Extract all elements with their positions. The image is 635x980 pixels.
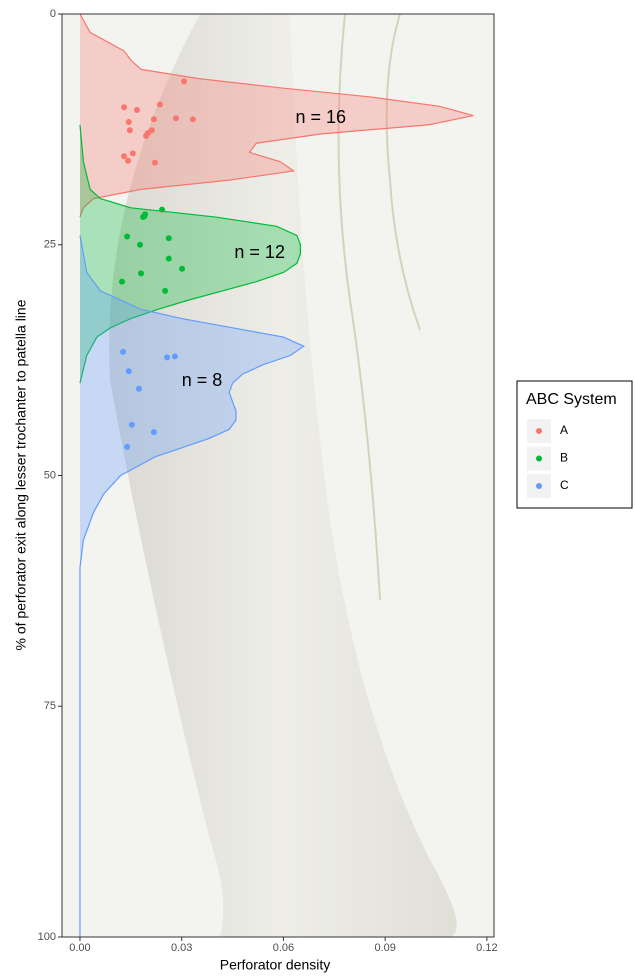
y-tick-label: 0 — [50, 8, 56, 20]
data-point — [136, 386, 142, 392]
data-point — [172, 353, 178, 359]
y-tick-label: 50 — [44, 469, 56, 481]
annotation: n = 16 — [295, 107, 346, 127]
data-point — [164, 354, 170, 360]
legend-label: B — [560, 451, 568, 465]
x-tick-label: 0.12 — [476, 942, 497, 954]
data-point — [141, 213, 147, 219]
data-point — [173, 115, 179, 121]
y-axis-title: % of perforator exit along lesser trocha… — [13, 299, 29, 650]
legend-marker — [536, 428, 542, 434]
data-point — [190, 116, 196, 122]
data-point — [152, 160, 158, 166]
data-point — [124, 233, 130, 239]
data-point — [121, 153, 127, 159]
data-point — [129, 422, 135, 428]
data-point — [138, 270, 144, 276]
data-point — [119, 279, 125, 285]
data-point — [157, 101, 163, 107]
data-point — [137, 242, 143, 248]
y-tick-label: 75 — [44, 700, 56, 712]
x-tick-label: 0.00 — [69, 942, 90, 954]
data-point — [126, 368, 132, 374]
y-tick-label: 25 — [44, 239, 56, 251]
y-tick-label: 100 — [38, 931, 56, 943]
data-point — [126, 119, 132, 125]
data-point — [134, 107, 140, 113]
legend-marker — [536, 483, 542, 489]
legend-title: ABC System — [526, 391, 617, 408]
data-point — [162, 288, 168, 294]
legend: ABC System ABC — [517, 381, 632, 508]
data-point — [127, 127, 133, 133]
data-point — [166, 235, 172, 241]
data-point — [121, 104, 127, 110]
data-point — [151, 429, 157, 435]
data-point — [120, 349, 126, 355]
data-point — [125, 158, 131, 164]
legend-label: A — [560, 423, 568, 437]
annotation: n = 8 — [182, 370, 223, 390]
data-point — [143, 133, 149, 139]
data-point — [159, 207, 165, 213]
data-point — [151, 116, 157, 122]
chart: n = 16 n = 12 n = 8 Perforator density % o… — [0, 0, 635, 975]
x-axis-title: Perforator density — [220, 957, 331, 973]
data-point — [166, 256, 172, 262]
legend-marker — [536, 456, 542, 462]
data-point — [124, 444, 130, 450]
annotation: n = 12 — [234, 242, 285, 262]
data-point — [181, 78, 187, 84]
x-tick-label: 0.09 — [374, 942, 395, 954]
legend-label: C — [560, 478, 569, 492]
data-point — [179, 266, 185, 272]
x-tick-label: 0.03 — [171, 942, 192, 954]
data-point — [130, 150, 136, 156]
x-tick-label: 0.06 — [273, 942, 294, 954]
